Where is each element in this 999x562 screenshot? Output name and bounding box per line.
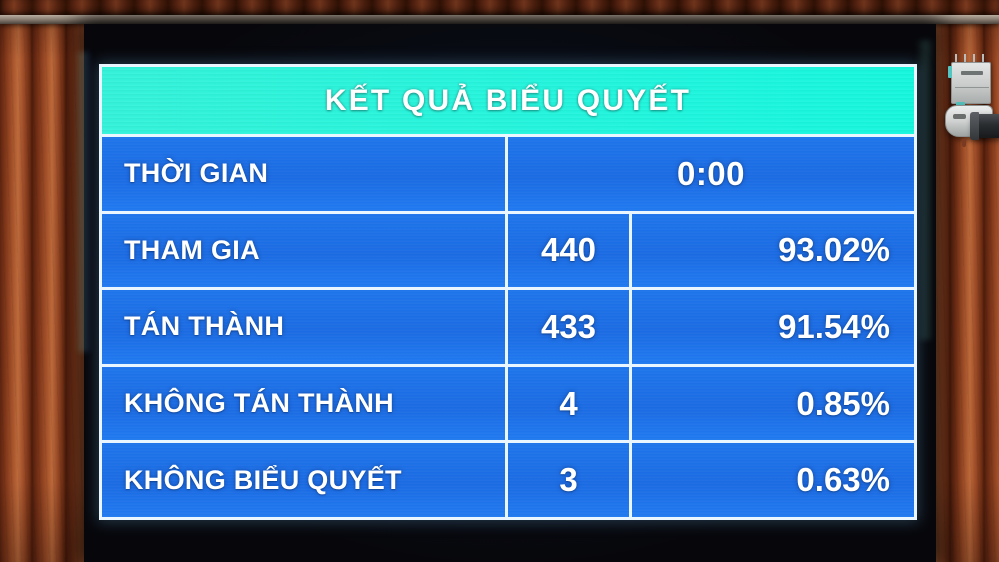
table-row: KHÔNG BIỂU QUYẾT 3 0.63%	[102, 443, 914, 517]
wall-trim-strip	[0, 15, 999, 24]
row-count-cell: 3	[508, 443, 632, 517]
camera-arm-slot	[953, 114, 966, 119]
row-label-cell: TÁN THÀNH	[102, 290, 508, 364]
row-label-cell: KHÔNG TÁN THÀNH	[102, 366, 508, 441]
table-row: TÁN THÀNH 433 91.54%	[102, 290, 914, 367]
row-label-cell: KHÔNG BIỂU QUYẾT	[102, 443, 508, 517]
row-percent: 91.54%	[778, 307, 890, 345]
row-label: TÁN THÀNH	[124, 311, 285, 342]
row-count-cell: 433	[508, 290, 632, 364]
camera-lens-front	[970, 112, 979, 140]
row-time-value: 0:00	[676, 154, 746, 192]
camera-mount-pin	[964, 54, 966, 63]
row-label-cell: THỜI GIAN	[102, 137, 508, 211]
row-count: 4	[559, 384, 578, 422]
row-label: KHÔNG TÁN THÀNH	[124, 388, 394, 419]
camera-bracket-plate	[951, 62, 991, 104]
camera-mount-pin	[982, 54, 984, 63]
row-percent-cell: 0.63%	[632, 443, 914, 517]
row-count: 3	[559, 461, 578, 499]
row-label-cell: THAM GIA	[102, 213, 508, 288]
row-count-cell: 440	[508, 213, 632, 288]
voting-result-table: KẾT QUẢ BIỂU QUYẾT THỜI GIAN 0:00 THAM G…	[99, 64, 917, 520]
row-label: THỜI GIAN	[124, 158, 269, 189]
table-row: THỜI GIAN 0:00	[102, 137, 914, 214]
row-count: 433	[540, 307, 597, 345]
row-label: KHÔNG BIỂU QUYẾT	[124, 464, 402, 495]
camera-mount-pin	[955, 54, 957, 63]
camera-indicator-left	[948, 66, 952, 78]
camera-screw	[962, 139, 966, 147]
row-count-cell: 4	[508, 366, 632, 441]
security-camera	[944, 52, 999, 162]
row-count: 440	[540, 231, 597, 269]
row-label: THAM GIA	[124, 234, 260, 265]
table-row: THAM GIA 440 93.02%	[102, 213, 914, 291]
wall-top-dark-band	[0, 0, 999, 16]
row-percent: 0.85%	[796, 384, 890, 422]
row-percent: 93.02%	[778, 231, 890, 269]
page-title: KẾT QUẢ BIỂU QUYẾT	[324, 83, 692, 117]
row-percent-cell: 91.54%	[632, 290, 914, 364]
row-percent-cell: 0.85%	[632, 367, 914, 441]
table-header: KẾT QUẢ BIỂU QUYẾT	[102, 67, 914, 137]
camera-mount-pin	[973, 54, 975, 63]
row-percent: 0.63%	[796, 461, 890, 499]
table-row: KHÔNG TÁN THÀNH 4 0.85%	[102, 366, 914, 444]
table-body: THỜI GIAN 0:00 THAM GIA 440 93.02%	[102, 137, 914, 517]
row-time-value-cell: 0:00	[508, 137, 914, 211]
row-percent-cell: 93.02%	[632, 214, 914, 288]
